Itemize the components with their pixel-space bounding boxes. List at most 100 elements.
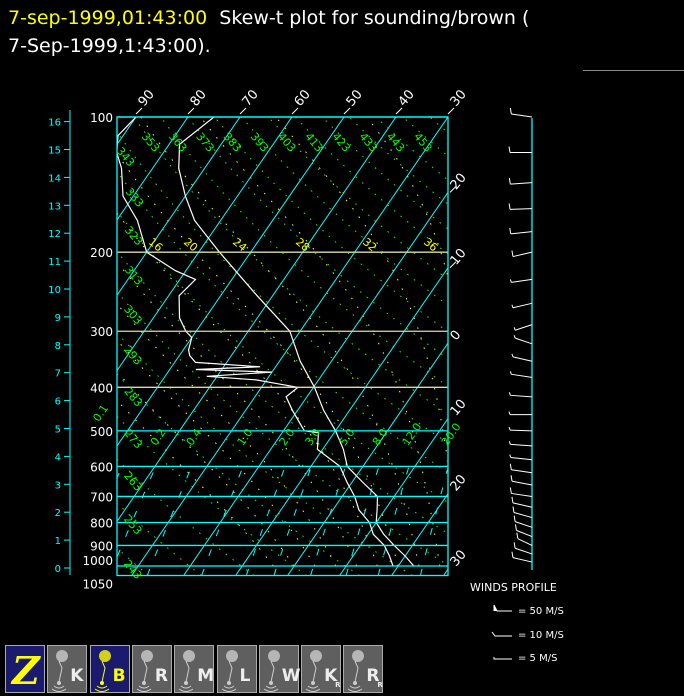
wind-barb-flag	[511, 551, 514, 558]
balloon-icon	[305, 650, 323, 692]
pressure-label: 700	[90, 490, 113, 504]
toolbar-button-2[interactable]: B	[89, 645, 130, 693]
wind-barb	[511, 278, 533, 283]
wind-barb-flag	[508, 392, 511, 396]
pressure-label: 500	[90, 425, 113, 439]
wind-barb-flag	[512, 506, 515, 513]
wind-barb	[510, 443, 533, 447]
wind-barb-flag	[509, 454, 512, 458]
isotherm-label-top: 40	[396, 87, 418, 109]
dry-adiabat	[117, 415, 308, 576]
wind-barb	[510, 182, 533, 185]
isotherm	[183, 191, 448, 576]
button-label: W	[281, 666, 301, 686]
moist-adiabat	[200, 117, 441, 567]
mixing-ratio-label: 1.0	[235, 426, 256, 448]
wind-barb	[510, 457, 533, 461]
isotherm	[339, 417, 448, 576]
wind-barb-flag	[513, 327, 516, 331]
toolbar-button-6[interactable]: W	[258, 645, 301, 693]
dry-adiabat	[117, 210, 448, 504]
wind-barb	[512, 557, 533, 563]
mixing-ratio-label: 0.1	[90, 402, 111, 424]
moist-adiabat-label: 36	[421, 235, 440, 254]
height-label: 10	[48, 285, 61, 296]
wind-barb	[514, 337, 533, 345]
isotherm	[287, 342, 448, 576]
balloon-icon	[263, 650, 280, 692]
pressure-label: 300	[90, 325, 113, 339]
toolbar-button-3[interactable]: R	[131, 645, 172, 693]
wind-barb	[513, 512, 533, 519]
isotherm-label-right: 30	[448, 547, 470, 569]
mixing-ratio-line	[273, 466, 312, 576]
pressure-label: 900	[90, 539, 113, 553]
toolbar-button-1[interactable]: K	[47, 645, 88, 693]
zoom-icon: Z	[12, 648, 40, 693]
dry-adiabat	[348, 117, 448, 205]
dry-adiabat-label: 373	[193, 130, 216, 154]
balloon-icon	[221, 650, 238, 692]
toolbar-button-4[interactable]: M	[174, 645, 215, 693]
dry-adiabat-label: 283	[121, 385, 144, 409]
isotherm-label-top: 50	[344, 87, 366, 109]
dry-adiabat	[0, 117, 96, 576]
button-label: M	[197, 666, 215, 686]
moist-adiabat	[117, 339, 316, 567]
wind-barb-flag	[511, 304, 514, 308]
dry-adiabat-label: 323	[122, 224, 145, 248]
isotherm	[443, 568, 448, 576]
height-label: 15	[48, 146, 61, 157]
wind-barb	[512, 356, 533, 362]
plot-border	[116, 116, 449, 577]
dry-adiabat-label: 253	[121, 513, 144, 537]
dry-adiabat	[187, 117, 448, 360]
wind-barb-flag	[513, 542, 516, 549]
wind-barb-flag	[508, 441, 511, 445]
button-label: K	[324, 666, 338, 686]
isotherm-tick	[447, 107, 455, 115]
wind-barb	[510, 394, 533, 398]
wind-barb	[512, 251, 533, 258]
wind-barb-flag	[511, 250, 514, 257]
isotherm-label-top: 60	[292, 87, 314, 109]
wind-barb-flag	[508, 203, 511, 210]
height-label: 13	[48, 201, 61, 212]
isotherm-label-right: 20	[448, 472, 470, 494]
dry-adiabat	[214, 117, 448, 333]
title-text: Skew-t plot for sounding/brown (	[207, 7, 530, 29]
wind-barb	[510, 208, 533, 210]
wind-barb-flag	[510, 475, 513, 482]
moist-adiabat-label: 16	[146, 235, 165, 254]
isotherm-tick	[395, 107, 403, 115]
mixing-ratio-label: 20.0	[439, 421, 464, 449]
dry-adiabat-label: 293	[121, 343, 144, 367]
moist-adiabat-label: 32	[360, 235, 379, 254]
dry-adiabat	[117, 332, 413, 576]
toolbar-button-5[interactable]: L	[216, 645, 257, 693]
dry-adiabat-label: 243	[121, 557, 144, 581]
dry-adiabat-label: 413	[302, 130, 325, 154]
isotherm-tick	[449, 261, 457, 269]
isotherm	[117, 117, 397, 523]
mixing-ratio-label: 8.0	[370, 426, 391, 448]
height-label: 0	[55, 564, 61, 575]
mixing-ratio-label: 0.4	[184, 426, 205, 448]
isotherm	[235, 266, 448, 576]
isotherm	[117, 117, 241, 297]
dry-adiabat	[267, 117, 448, 281]
plot-title: 7-sep-1999,01:43:00 Skew-t plot for soun…	[8, 4, 529, 60]
height-label: 7	[55, 369, 61, 380]
legend-10-barb	[491, 631, 512, 637]
toolbar-button-0[interactable]: Z	[5, 645, 45, 693]
dry-adiabat-label: 353	[139, 130, 162, 154]
dry-adiabat-label: 313	[122, 263, 145, 287]
wind-barb	[514, 324, 533, 331]
dry-adiabat	[117, 131, 448, 444]
wind-barb-flag	[508, 146, 511, 153]
wind-barb	[516, 529, 533, 538]
dry-adiabat	[117, 458, 255, 576]
winds-legend-title: WINDS PROFILE	[470, 581, 557, 594]
